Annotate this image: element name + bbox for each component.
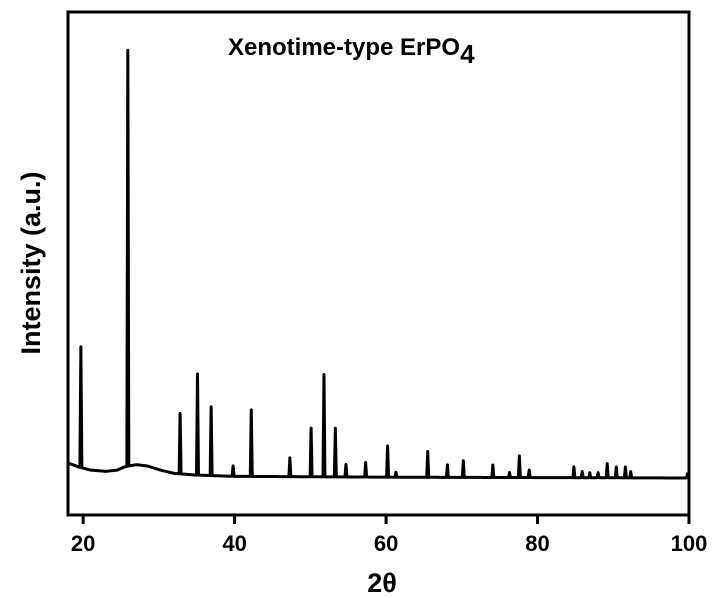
x-tick-label: 100 <box>671 531 708 556</box>
x-axis-tick-labels: 20 40 60 80 100 <box>71 531 707 556</box>
x-tick-label: 40 <box>222 531 246 556</box>
x-axis-ticks <box>81 515 691 524</box>
plot-frame <box>66 10 691 517</box>
peak-marks <box>79 48 690 476</box>
y-axis-label: Intensity (a.u.) <box>16 171 46 354</box>
x-tick-label: 60 <box>374 531 398 556</box>
chart-title-main: Xenotime-type ErPO <box>228 34 460 61</box>
chart-title-subscript: 4 <box>460 39 475 69</box>
x-tick-label: 20 <box>71 531 95 556</box>
chart-title: Xenotime-type ErPO4 <box>228 34 475 69</box>
x-axis-label: 2θ <box>367 568 397 598</box>
x-tick-label: 80 <box>525 531 549 556</box>
xrd-pattern-line <box>67 48 690 480</box>
